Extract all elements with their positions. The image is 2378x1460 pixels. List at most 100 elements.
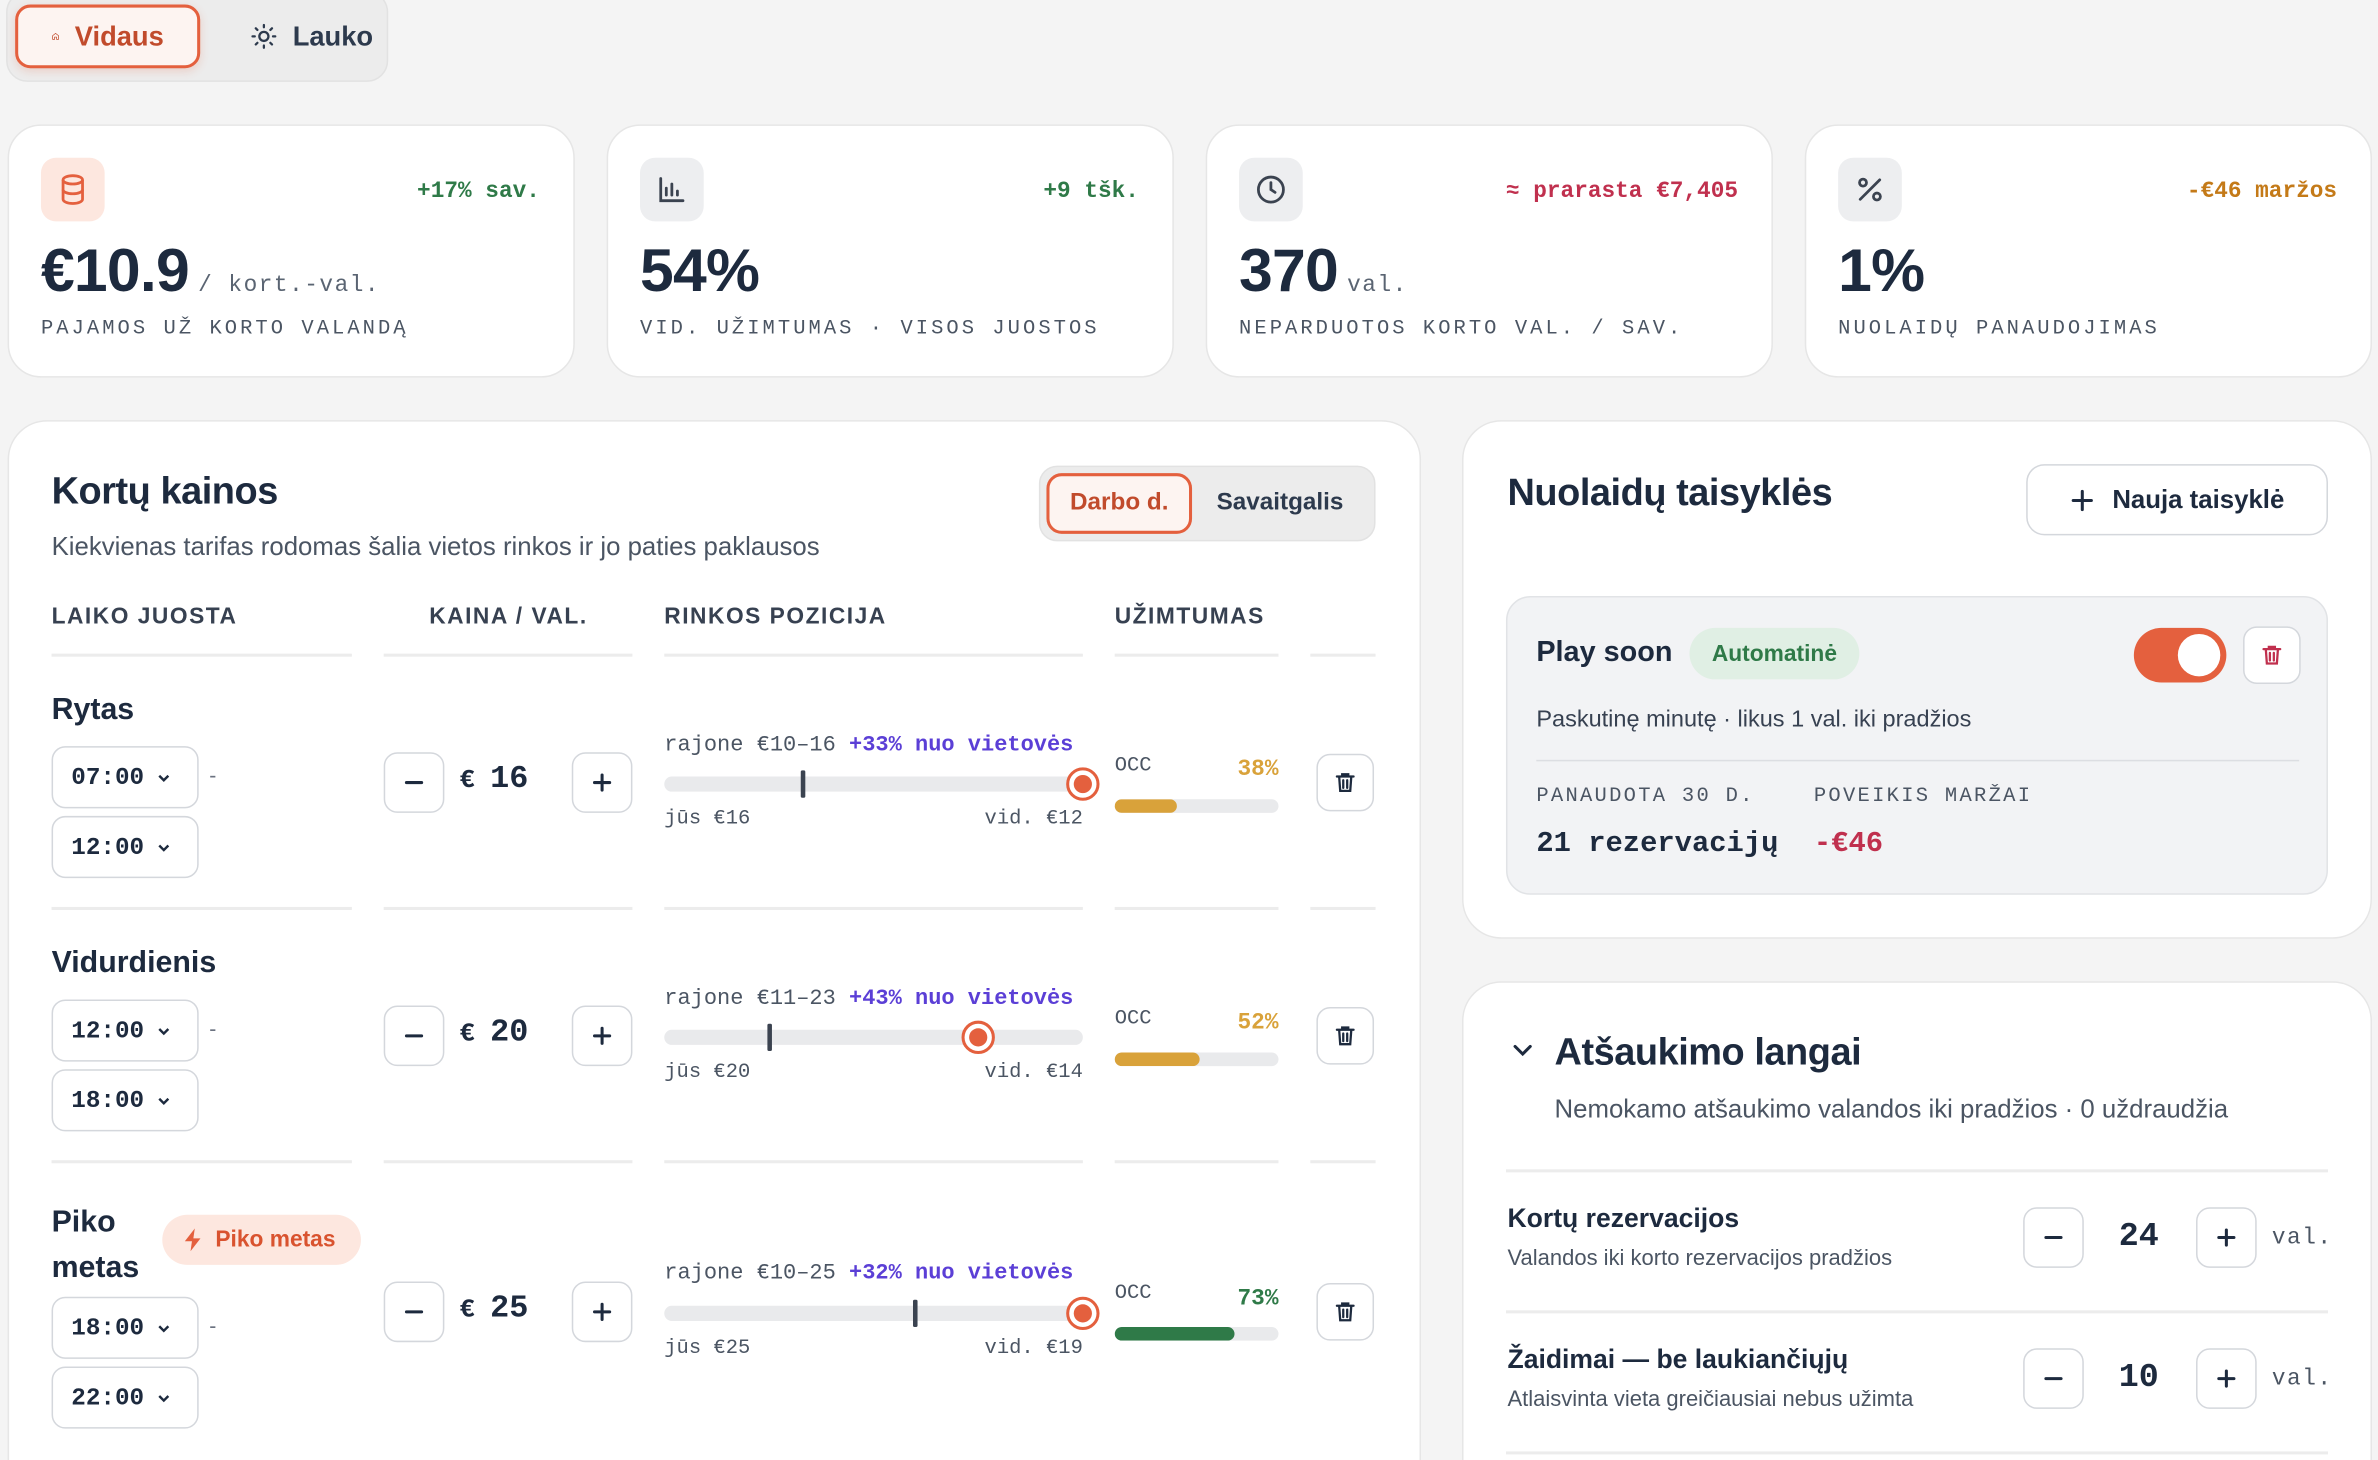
kpi-delta: +9 tšk. (1043, 178, 1139, 205)
chevron-down-icon (158, 1394, 170, 1402)
occupancy-label: OCC (1114, 755, 1152, 779)
price-increase-button[interactable] (571, 1281, 633, 1343)
start-time-select[interactable]: 18:00 (51, 1296, 199, 1359)
kpi-label: VID. UŽIMTUMAS · VISOS JUOSTOS (640, 318, 1100, 342)
rule-enabled-toggle[interactable] (2133, 627, 2227, 683)
plus-icon (592, 1302, 612, 1321)
hours-decrease-button[interactable] (2023, 1348, 2084, 1409)
market-average-marker (913, 1299, 918, 1328)
market-position-track (664, 767, 1100, 801)
minus-icon (404, 1034, 424, 1038)
col-market: RINKOS POZICIJA (664, 603, 887, 630)
toggle-weekday[interactable]: Darbo d. (1046, 473, 1193, 534)
end-time-select[interactable]: 18:00 (51, 1069, 199, 1132)
rule-impact-label: POVEIKIS MARŽAI (1813, 785, 2033, 809)
chevron-down-icon (158, 1097, 170, 1105)
price-increase-button[interactable] (571, 1005, 633, 1067)
minus-icon (404, 1310, 424, 1314)
start-time-select[interactable]: 12:00 (51, 999, 199, 1062)
kpi-value: €10.9/ kort.-val. (40, 238, 381, 305)
occupancy-fill (1114, 1052, 1200, 1067)
hours-increase-button[interactable] (2196, 1348, 2257, 1409)
rule-used-label: PANAUDOTA 30 D. (1536, 785, 1755, 809)
rule-name: Play soon (1536, 636, 1673, 669)
col-band: LAIKO JUOSTA (51, 603, 238, 630)
trash-icon (1335, 1026, 1355, 1046)
kpi-revenue-per-hour: +17% sav. €10.9/ kort.-val. PAJAMOS UŽ K… (7, 124, 575, 378)
hours-unit: val. (2271, 1225, 2333, 1252)
kpi-occupancy: +9 tšk. 54% VID. UŽIMTUMAS · VISOS JUOST… (606, 124, 1174, 378)
occupancy-fill (1114, 799, 1177, 813)
divider (1310, 906, 1376, 910)
plus-icon (2217, 1228, 2236, 1247)
hours-value: 10 (2118, 1358, 2159, 1397)
hours-unit: val. (2271, 1366, 2333, 1393)
time-separator: - (209, 762, 217, 788)
hours-increase-button[interactable] (2196, 1207, 2257, 1268)
plus-icon (592, 773, 612, 792)
occupancy-percent: 52% (1237, 1010, 1279, 1036)
market-average-marker (800, 770, 805, 798)
new-rule-button[interactable]: Nauja taisyklė (2026, 464, 2328, 536)
end-time-select[interactable]: 12:00 (51, 815, 199, 879)
trash-icon (1335, 773, 1355, 793)
divider (1505, 1169, 2328, 1173)
trash-icon (1335, 1302, 1355, 1322)
chevron-down-icon[interactable] (1511, 1040, 1535, 1061)
tab-outdoor[interactable]: Lauko (217, 5, 407, 69)
cancel-item-title: Kortų rezervacijos (1507, 1202, 1740, 1233)
chevron-down-icon (158, 1027, 170, 1035)
occupancy-bar (1114, 1327, 1279, 1341)
occupancy-label: OCC (1114, 1283, 1152, 1306)
your-price-label: jūs €25 (664, 1337, 751, 1361)
divider (1114, 906, 1279, 910)
cancellation-subtitle: Nemokamo atšaukimo valandos iki pradžios… (1554, 1094, 2229, 1124)
scope-tabs: Vidaus Lauko (6, 0, 389, 82)
price-value: €20 (459, 1016, 529, 1052)
divider (1114, 653, 1279, 657)
chevron-down-icon (158, 843, 170, 852)
price-increase-button[interactable] (571, 752, 633, 813)
delete-rule-button[interactable] (2243, 626, 2301, 684)
divider (1114, 1160, 1279, 1164)
price-decrease-button[interactable] (383, 752, 445, 813)
your-price-label: jūs €20 (664, 1061, 751, 1085)
day-type-toggle: Darbo d. Savaitgalis (1038, 465, 1376, 542)
start-time-select[interactable]: 07:00 (51, 746, 199, 809)
time-separator: - (209, 1313, 217, 1338)
market-average-marker (766, 1023, 772, 1052)
kpi-value: 1% (1838, 238, 1925, 305)
market-position-track (664, 1296, 1100, 1331)
divider (51, 653, 352, 657)
occupancy-percent: 73% (1237, 1286, 1279, 1312)
toggle-weekend[interactable]: Savaitgalis (1216, 489, 1344, 516)
delete-band-button[interactable] (1316, 753, 1375, 812)
kpi-unsold-hours: ≈ prarasta €7,405 370 val. NEPARDUOTOS KO… (1205, 124, 1773, 378)
hours-decrease-button[interactable] (2023, 1207, 2084, 1268)
delete-band-button[interactable] (1316, 1007, 1375, 1065)
kpi-delta: +17% sav. (417, 178, 540, 205)
your-price-marker (961, 1020, 995, 1055)
your-price-label: jūs €16 (664, 808, 751, 832)
tab-indoor[interactable]: Vidaus (15, 4, 201, 69)
rule-description: Paskutinę minutę · likus 1 val. iki prad… (1536, 706, 1972, 733)
kpi-label: NEPARDUOTOS KORTO VAL. / SAV. (1239, 318, 1684, 342)
percent-icon (1838, 157, 1902, 222)
delete-band-button[interactable] (1316, 1283, 1375, 1341)
price-decrease-button[interactable] (383, 1005, 445, 1067)
database-icon (40, 157, 105, 222)
plus-icon (2071, 489, 2093, 511)
divider (664, 906, 1083, 910)
divider (383, 653, 633, 657)
end-time-select[interactable]: 22:00 (51, 1366, 199, 1429)
kpi-value: 370 val. (1239, 238, 1408, 305)
time-separator: - (209, 1016, 217, 1041)
market-avg-label: vid. €19 (984, 1337, 1083, 1361)
market-avg-label: vid. €12 (984, 808, 1083, 832)
cancel-item-title: Žaidimai — be laukiančiųjų (1507, 1343, 1849, 1375)
cancel-item-desc: Valandos iki korto rezervacijos pradžios (1507, 1246, 1893, 1271)
price-decrease-button[interactable] (383, 1281, 445, 1343)
pricing-subtitle: Kiekvienas tarifas rodomas šalia vietos … (51, 532, 820, 562)
rule-impact-value: -€46 (1813, 826, 1884, 860)
bar-chart-icon (640, 157, 704, 222)
